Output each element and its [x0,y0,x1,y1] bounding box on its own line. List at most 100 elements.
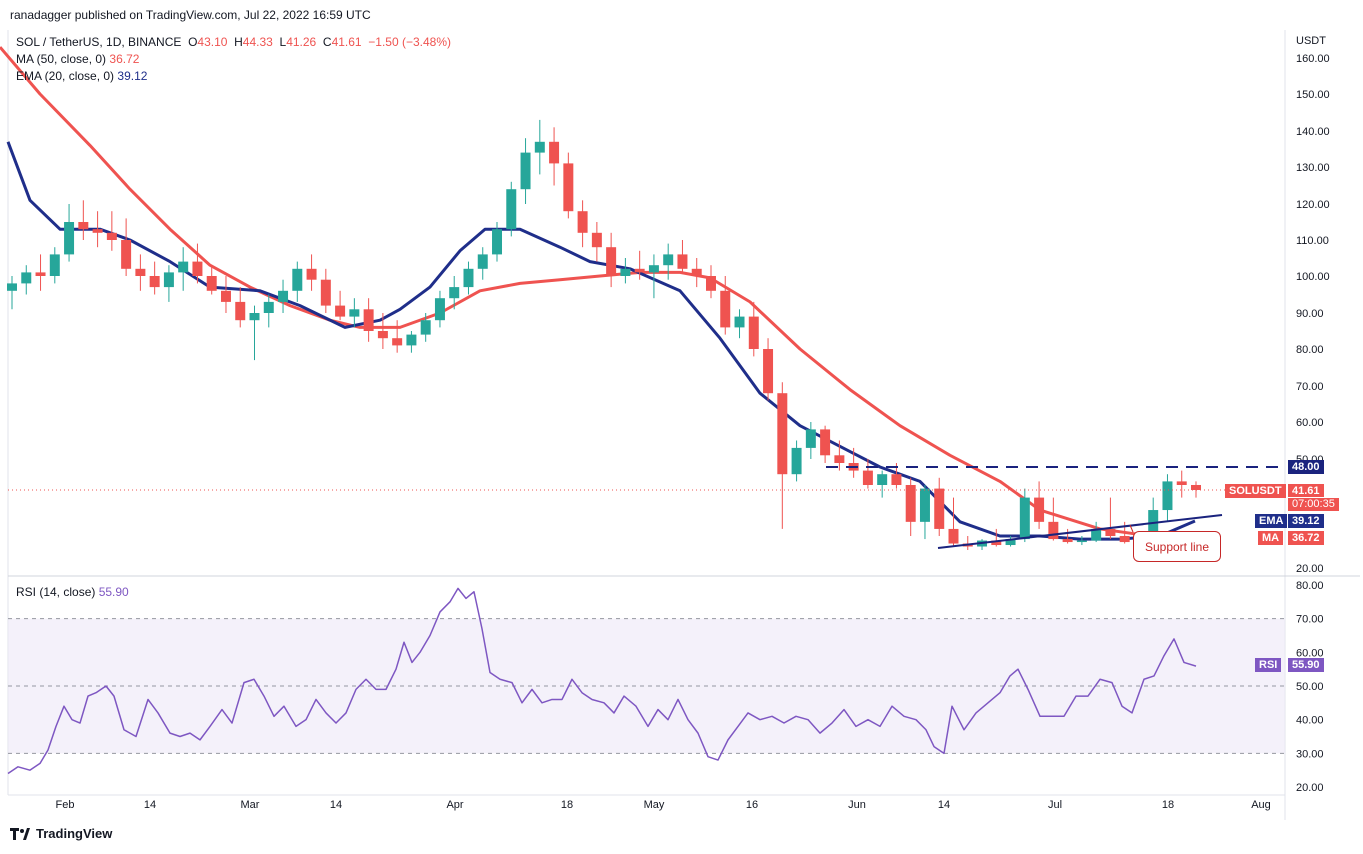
candle-body [7,283,17,291]
rsi-name-tag: RSI [1255,658,1282,672]
candle-body [734,316,745,328]
ma-line [0,46,1196,540]
candle-body [249,313,260,321]
candle [292,261,303,302]
high-value: 44.33 [242,35,273,49]
candles [7,119,1201,550]
candle [106,211,117,251]
support-line-callout: Support line [1133,531,1221,562]
ema-legend[interactable]: EMA (20, close, 0) 39.12 [16,69,148,83]
candle-body [434,298,445,321]
candle-body [78,222,89,230]
symbol-header: SOL / TetherUS, 1D, BINANCE O43.10 H44.3… [16,35,451,49]
ma-legend[interactable]: MA (50, close, 0) 36.72 [16,52,140,66]
rsi-tick-label: 60.00 [1296,647,1324,659]
time-tick-label: Jul [1048,799,1062,811]
candle [363,298,374,342]
candle-body [292,268,303,291]
candle [991,528,1002,547]
candle-body [1091,528,1102,541]
ma-name-tag: MA [1258,531,1284,545]
candle [92,211,103,248]
candle [135,254,146,291]
candle-body [1162,481,1173,511]
candle-body [820,429,831,456]
candle-body [720,290,731,328]
support-line [937,514,1223,549]
candle-body [763,349,774,394]
rsi-legend[interactable]: RSI (14, close) 55.90 [16,585,129,599]
candle-body [534,141,545,153]
price-axis: 160.00 150.00 140.00 130.00 120.00 110.00 100.… [1296,53,1330,575]
candle-body [1148,510,1159,540]
rsi-tick-label: 40.00 [1296,715,1324,727]
candle-body [492,229,503,255]
tradingview-logo[interactable]: TradingView [10,826,112,841]
candle [620,258,631,284]
candle [563,152,574,219]
candle-body [948,528,959,544]
time-tick-label: Mar [241,799,260,811]
time-tick-label: 18 [1162,799,1174,811]
ema-name-tag: EMA [1255,514,1288,528]
candle [149,261,160,295]
candle [1191,481,1201,498]
candle [263,294,274,328]
rsi-line [7,587,1197,775]
candle-body [235,301,246,321]
candle [1005,536,1016,547]
candle [35,254,46,291]
price-tick-label: 130.00 [1296,162,1330,174]
candle [235,287,246,328]
candle-body [306,268,317,280]
candle [734,309,745,339]
rsi-band-fill [8,618,1285,754]
candle [1062,528,1073,544]
candle-body [163,272,174,288]
candle-body [49,254,60,276]
candle-body [1034,497,1045,522]
candle-body [377,331,388,339]
candle-body [278,290,289,302]
candle-body [877,474,888,485]
price-tick-label: 140.00 [1296,126,1330,138]
countdown-tag: 07:00:35 [1288,498,1339,511]
price-tick-label: 150.00 [1296,89,1330,101]
candle [306,254,317,291]
time-tick-label: Feb [56,799,75,811]
rsi-axis: 80.00 70.00 60.00 50.00 40.00 30.00 20.00 [1296,580,1324,794]
candle-body [1176,481,1187,485]
candle [805,422,816,459]
candle [663,243,674,280]
last-price-tag: 41.61 [1288,484,1324,497]
time-axis: Feb 14 Mar 14 Apr 18 May 16 Jun 14 Jul 18 Aug [56,799,1271,811]
rsi-tick-label: 20.00 [1296,782,1324,794]
candle-body [862,470,873,485]
candle-body [1119,536,1130,543]
candle-body [934,488,945,529]
low-value: 41.26 [286,35,317,49]
candle [905,477,916,537]
candle [877,470,888,498]
candle-body [192,261,203,276]
candle [121,218,132,276]
price-tick-label: 70.00 [1296,381,1324,393]
price-tick-label: 60.00 [1296,417,1324,429]
price-tick-label: 20.00 [1296,563,1324,575]
candle [820,425,831,463]
candle [506,181,517,237]
candle-body [549,141,560,164]
candle-body [220,290,231,302]
candle-body [620,268,631,276]
candle [463,261,474,295]
candle-body [919,488,930,522]
candle [1091,521,1102,543]
time-tick-label: 14 [144,799,156,811]
candle [21,265,32,295]
time-tick-label: May [644,799,665,811]
candle-body [791,447,802,475]
candle-body [263,301,274,313]
rsi-line-path [7,587,1197,775]
ma-price-tag: 36.72 [1288,531,1324,545]
close-value: 41.61 [331,35,362,49]
